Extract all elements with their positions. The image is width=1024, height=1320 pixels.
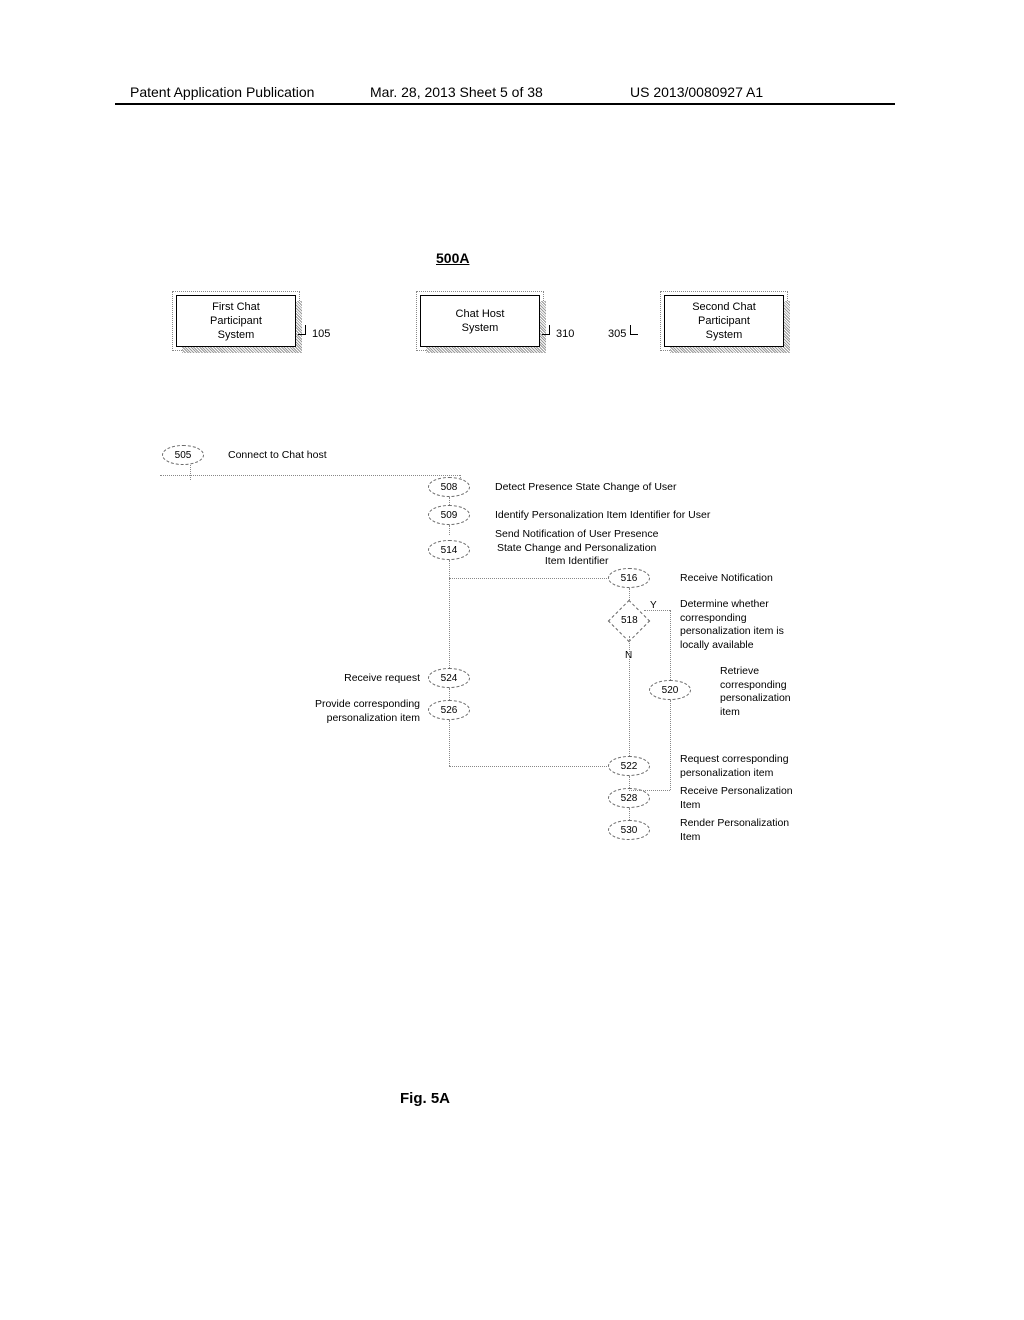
host-system-ref: 310 (556, 328, 574, 340)
step-505-bubble: 505 (162, 445, 204, 465)
step-518-num: 518 (621, 615, 638, 626)
step-516-bubble: 516 (608, 568, 650, 588)
line-522-to-host (449, 766, 609, 767)
header-right: US 2013/0080927 A1 (630, 84, 763, 100)
step-528-text: Receive Personalization Item (680, 785, 793, 812)
step-526-text: Provide corresponding personalization it… (280, 698, 420, 725)
step-530-bubble: 530 (608, 820, 650, 840)
step-520-bubble: 520 (649, 680, 691, 700)
line-508-509 (449, 497, 450, 505)
line-520-merge-h (629, 790, 670, 791)
step-509-bubble: 509 (428, 505, 470, 525)
step-520-text: Retrieve corresponding personalization i… (720, 665, 791, 720)
figure-title: 500A (436, 250, 469, 266)
header-rule (115, 103, 895, 105)
step-530-text: Render Personalization Item (680, 817, 789, 844)
step-524-bubble: 524 (428, 668, 470, 688)
header-left: Patent Application Publication (130, 84, 314, 100)
line-524-526 (449, 688, 450, 700)
step-505-text: Connect to Chat host (228, 449, 327, 463)
step-516-text: Receive Notification (680, 572, 773, 586)
first-ref-tick (298, 325, 306, 335)
step-522-text: Request corresponding personalization it… (680, 753, 789, 780)
step-508-bubble: 508 (428, 477, 470, 497)
line-520-merge (670, 700, 671, 790)
line-514-to-516 (449, 578, 629, 579)
line-518-y-h (644, 610, 670, 611)
line-518-y-v (670, 610, 671, 680)
step-524-text: Receive request (320, 672, 420, 686)
step-528-bubble: 528 (608, 788, 650, 808)
first-system-box: First Chat Participant System (176, 295, 296, 347)
line-505-to-host (160, 475, 460, 476)
line-522-528 (629, 776, 630, 788)
second-system-ref: 305 (608, 328, 626, 340)
step-518-text: Determine whether corresponding personal… (680, 598, 784, 653)
figure-caption: Fig. 5A (400, 1090, 450, 1107)
line-518-n (629, 636, 630, 756)
step-508-text: Detect Presence State Change of User (495, 481, 677, 495)
header-center: Mar. 28, 2013 Sheet 5 of 38 (370, 84, 543, 100)
line-528-530 (629, 808, 630, 820)
step-514-text: Send Notification of User Presence State… (495, 528, 658, 569)
step-509-text: Identify Personalization Item Identifier… (495, 509, 710, 523)
step-526-bubble: 526 (428, 700, 470, 720)
line-509-514 (449, 525, 450, 535)
host-ref-tick (542, 325, 550, 335)
step-514-bubble: 514 (428, 540, 470, 560)
second-system-box: Second Chat Participant System (664, 295, 784, 347)
second-ref-tick (630, 325, 638, 335)
first-system-ref: 105 (312, 328, 330, 340)
line-514-down (449, 560, 450, 578)
step-522-bubble: 522 (608, 756, 650, 776)
line-host-526-down (449, 720, 450, 766)
host-system-box: Chat Host System (420, 295, 540, 347)
